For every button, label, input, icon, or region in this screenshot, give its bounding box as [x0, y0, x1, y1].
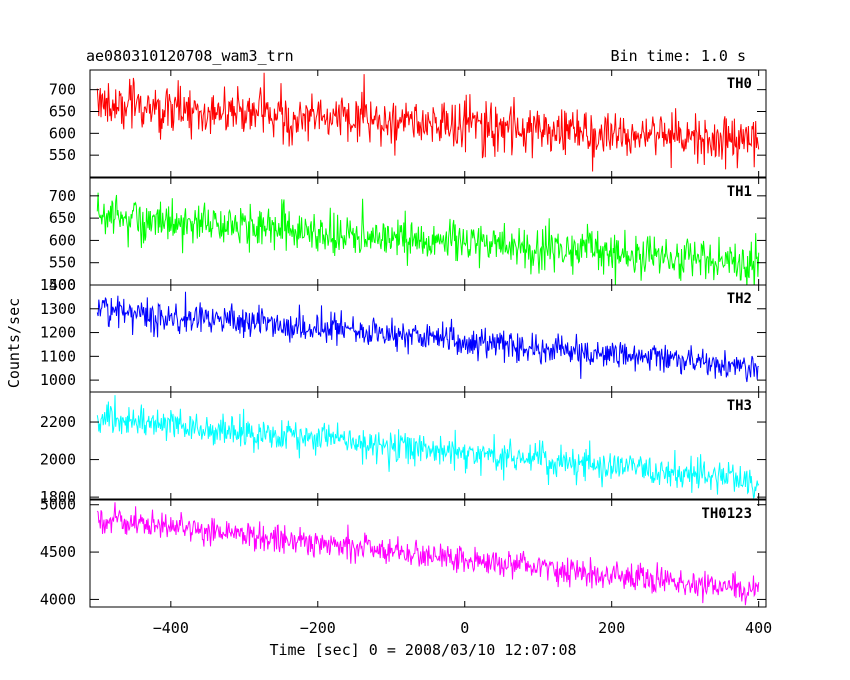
series-line-TH3	[96, 395, 760, 499]
y-tick-label-TH2-1400: 1400	[40, 276, 76, 294]
x-tick-label-400: 400	[745, 619, 772, 637]
y-tick-label-TH1-700: 700	[49, 187, 76, 205]
panel-label-TH0123: TH0123	[701, 506, 752, 522]
y-axis-label: Counts/sec	[5, 298, 23, 388]
panel-label-TH1: TH1	[727, 184, 752, 200]
panel-frame-TH0123	[89, 499, 767, 608]
panel-frame-TH0	[89, 69, 767, 178]
panel-label-TH0: TH0	[727, 76, 752, 92]
series-line-TH1	[96, 192, 760, 285]
y-tick-label-TH2-1100: 1100	[40, 347, 76, 365]
y-tick-label-TH2-1300: 1300	[40, 300, 76, 318]
curves-layer	[96, 72, 760, 606]
x-tick-label--400: −400	[153, 619, 189, 637]
y-tick-label-TH2-1000: 1000	[40, 371, 76, 389]
y-tick-label-TH0123-4500: 4500	[40, 543, 76, 561]
y-tick-label-TH1-550: 550	[49, 254, 76, 272]
panel-label-TH2: TH2	[727, 291, 752, 307]
x-tick-label-200: 200	[598, 619, 625, 637]
y-tick-label-TH1-650: 650	[49, 209, 76, 227]
y-tick-label-TH3-2200: 2200	[40, 413, 76, 431]
panel-label-TH3: TH3	[727, 398, 752, 414]
series-line-TH0	[96, 72, 760, 172]
y-tick-label-TH3-1800: 1800	[40, 488, 76, 506]
y-tick-label-TH2-1200: 1200	[40, 324, 76, 342]
y-tick-label-TH0123-4000: 4000	[40, 590, 76, 608]
x-tick-label--200: −200	[300, 619, 336, 637]
ticks-layer: 550 600 650 700 500 550 600 650 700 1000 1100 1200 1…	[40, 70, 772, 637]
y-tick-label-TH1-600: 600	[49, 231, 76, 249]
bin-time-label: Bin time: 1.0 s	[611, 47, 746, 65]
y-tick-label-TH0-700: 700	[49, 81, 76, 99]
y-tick-label-TH1-500: 500	[49, 276, 76, 294]
y-tick-label-TH0-600: 600	[49, 124, 76, 142]
series-line-TH0123	[96, 502, 760, 606]
x-axis-label: Time [sec] 0 = 2008/03/10 12:07:08	[269, 641, 576, 659]
x-tick-label-0: 0	[460, 619, 469, 637]
panel-frame-TH3	[89, 391, 767, 500]
y-tick-label-TH0-550: 550	[49, 146, 76, 164]
series-line-TH2	[96, 291, 759, 383]
y-tick-label-TH0-650: 650	[49, 102, 76, 120]
chart-title: ae080310120708_wam3_trn	[86, 47, 294, 65]
panel-frame-TH1	[89, 177, 767, 286]
y-tick-label-TH0123-5000: 5000	[40, 496, 76, 514]
frames-layer: TH0 TH1 TH2 TH3 TH0123	[89, 69, 767, 608]
y-tick-label-TH3-2000: 2000	[40, 451, 76, 469]
